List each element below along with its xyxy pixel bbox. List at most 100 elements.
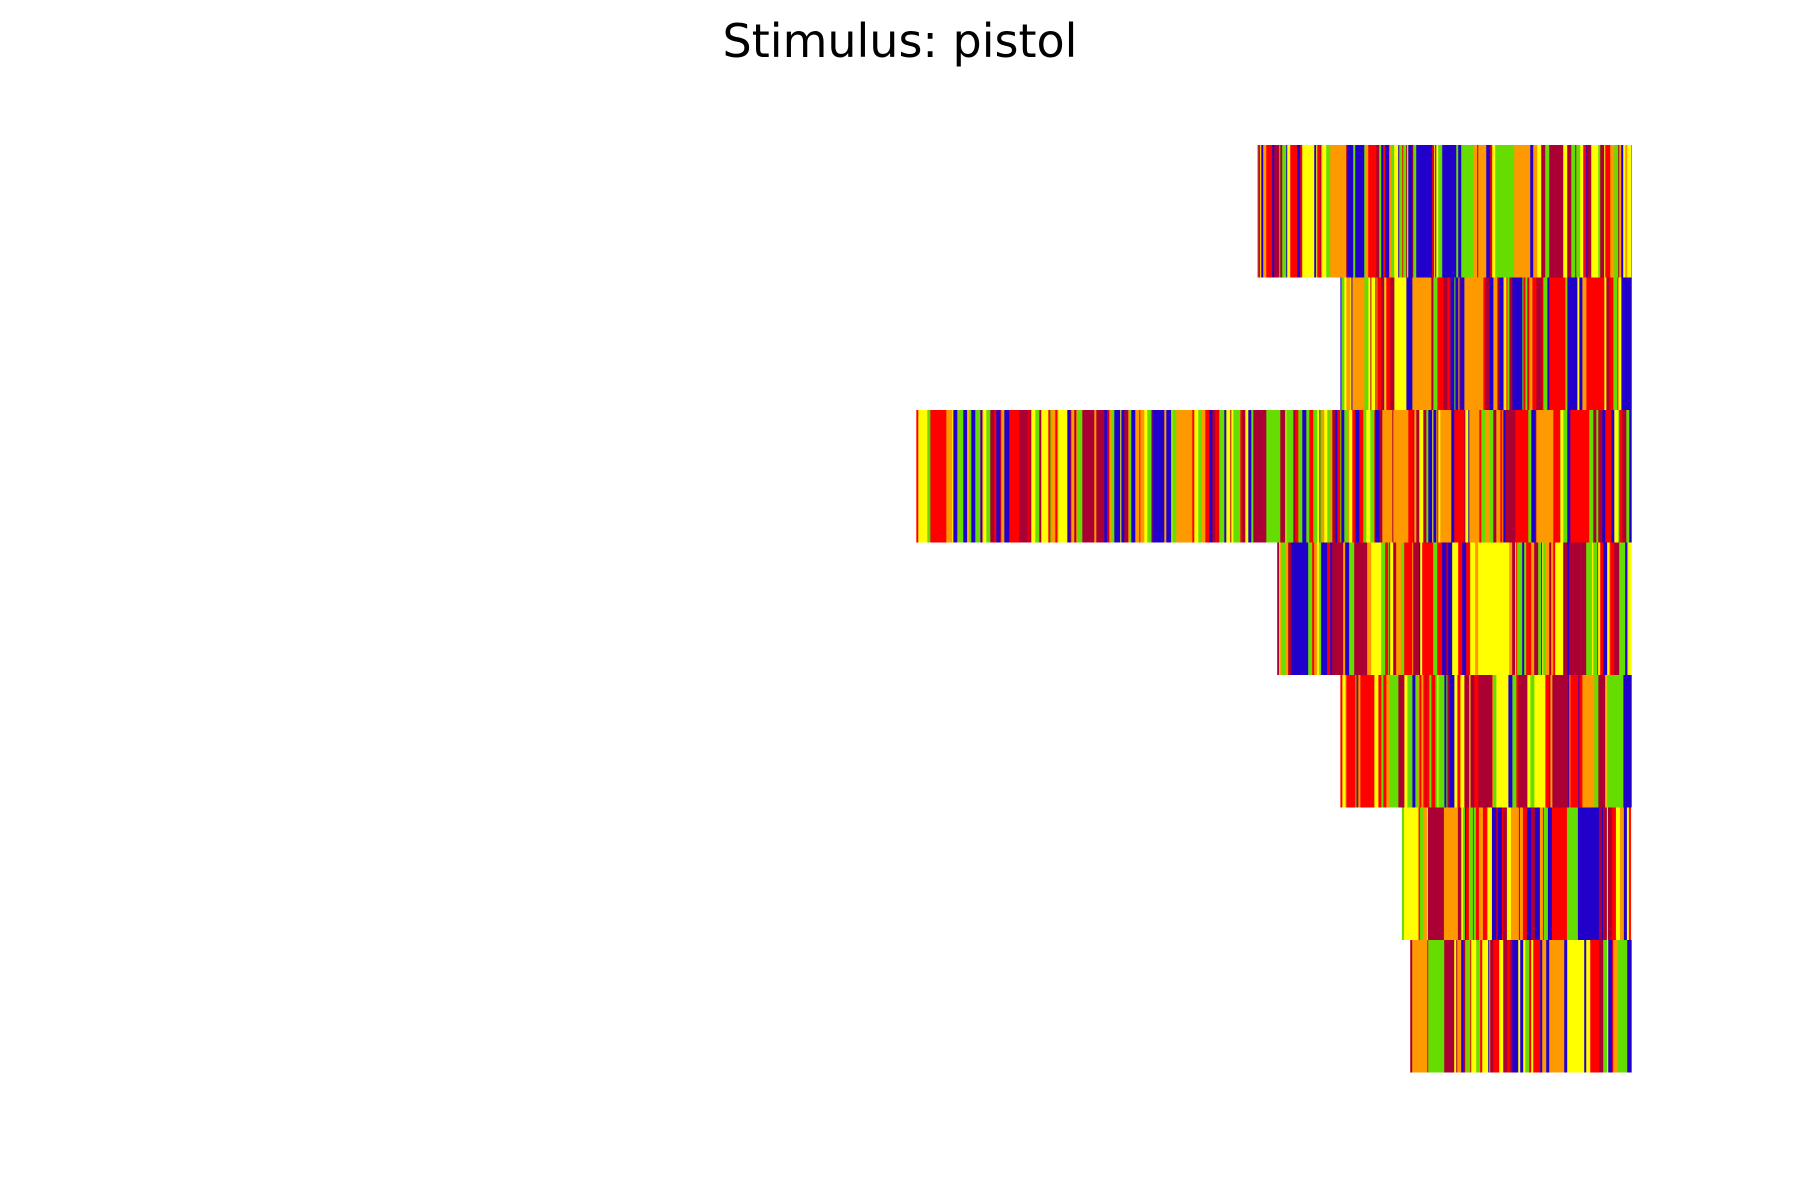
raster-stripe	[1531, 542, 1533, 675]
raster-stripe	[1074, 410, 1076, 543]
raster-stripe	[1302, 145, 1315, 278]
raster-stripe	[1623, 145, 1626, 278]
raster-stripe	[1379, 410, 1383, 543]
raster-stripe	[1406, 145, 1408, 278]
raster-stripe	[1468, 675, 1470, 808]
raster-stripe	[1448, 542, 1453, 675]
raster-stripe	[980, 410, 983, 543]
raster-row	[1401, 807, 1632, 940]
raster-stripe	[1433, 410, 1437, 543]
raster-stripe	[1245, 410, 1249, 543]
raster-stripe	[1552, 277, 1555, 410]
raster-stripe	[946, 410, 949, 543]
raster-stripe	[1004, 410, 1007, 543]
raster-stripe	[1549, 542, 1552, 675]
raster-stripe	[1117, 410, 1121, 543]
raster-stripe	[1579, 675, 1583, 808]
raster-stripe	[1569, 675, 1571, 808]
raster-stripe	[1559, 542, 1563, 675]
raster-stripe	[1201, 410, 1206, 543]
raster-stripe	[1536, 410, 1551, 543]
raster-stripe	[1493, 410, 1497, 543]
raster-stripe	[1514, 807, 1517, 940]
raster-stripe	[1426, 807, 1429, 940]
raster-stripe	[1505, 410, 1516, 543]
raster-stripe	[1031, 410, 1036, 543]
raster-stripe	[1466, 542, 1469, 675]
raster-stripe	[1067, 410, 1071, 543]
raster-stripe	[1493, 940, 1497, 1073]
raster-stripe	[1344, 277, 1347, 410]
raster-stripe	[1550, 410, 1554, 543]
raster-stripe	[1476, 940, 1480, 1073]
raster-stripe	[1377, 145, 1380, 278]
raster-stripe	[1416, 145, 1433, 278]
raster-stripe	[1460, 277, 1465, 410]
raster-stripe	[1481, 277, 1484, 410]
raster-stripe	[1317, 542, 1320, 675]
raster-stripe	[1139, 410, 1141, 543]
raster-stripe	[1218, 410, 1220, 543]
raster-stripe	[1491, 807, 1497, 940]
raster-stripe	[1381, 542, 1386, 675]
raster-stripe	[1537, 940, 1541, 1073]
raster-stripe	[1546, 940, 1550, 1073]
raster-stripe	[1582, 277, 1587, 410]
raster-stripe	[1440, 277, 1444, 410]
raster-stripe	[1355, 675, 1357, 808]
raster-row	[916, 410, 1632, 543]
raster-stripe	[1378, 675, 1381, 808]
raster-stripe	[1451, 410, 1455, 543]
raster-stripe	[968, 410, 970, 543]
raster-stripe	[1528, 410, 1532, 543]
raster-stripe	[1337, 410, 1341, 543]
raster-stripe	[1602, 807, 1608, 940]
raster-stripe	[1374, 410, 1376, 543]
raster-stripe	[1488, 940, 1490, 1073]
raster-stripe	[1194, 410, 1199, 543]
raster-stripe	[1622, 807, 1625, 940]
raster-stripe	[1387, 145, 1390, 278]
raster-stripe	[1393, 410, 1409, 543]
raster-stripe	[1586, 145, 1588, 278]
raster-stripe	[1028, 410, 1030, 543]
raster-stripe	[1475, 940, 1477, 1073]
raster-row	[1340, 675, 1632, 808]
raster-stripe	[1549, 940, 1565, 1073]
raster-stripe	[1291, 410, 1294, 543]
raster-stripe	[1458, 277, 1460, 410]
raster-stripe	[1044, 410, 1049, 543]
raster-stripe	[1575, 145, 1577, 278]
raster-stripe	[1420, 542, 1423, 675]
raster-stripe	[1368, 277, 1371, 410]
raster-stripe	[1535, 410, 1537, 543]
raster-stripe	[1501, 807, 1504, 940]
raster-stripe	[1107, 410, 1109, 543]
raster-stripe	[1432, 145, 1434, 278]
raster-row	[1340, 277, 1632, 410]
raster-stripe	[1502, 807, 1508, 940]
raster-stripe	[1618, 145, 1620, 278]
raster-stripe	[1587, 277, 1605, 410]
raster-stripe	[957, 410, 959, 543]
raster-stripe	[1626, 410, 1630, 543]
raster-stripe	[1375, 277, 1377, 410]
raster-stripe	[1472, 807, 1475, 940]
raster-stripe	[1371, 277, 1375, 410]
raster-stripe	[1370, 277, 1372, 410]
raster-stripe	[1464, 410, 1466, 543]
raster-stripe	[1629, 542, 1632, 675]
raster-stripe	[1332, 542, 1344, 675]
raster-stripe	[1114, 410, 1118, 543]
raster-stripe	[1057, 410, 1059, 543]
raster-stripe	[1569, 542, 1587, 675]
raster-stripe	[1606, 277, 1608, 410]
raster-stripe	[1592, 542, 1594, 675]
raster-stripe	[1407, 145, 1409, 278]
raster-stripe	[1388, 542, 1390, 675]
raster-stripe	[1330, 542, 1333, 675]
raster-stripe	[1341, 277, 1345, 410]
raster-stripe	[1566, 277, 1568, 410]
raster-stripe	[1482, 145, 1484, 278]
raster-stripe	[1619, 145, 1622, 278]
